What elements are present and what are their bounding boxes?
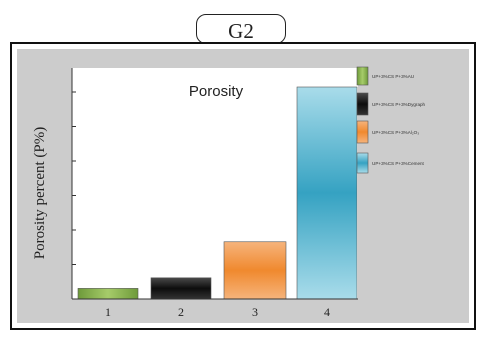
x-tick-labels: 1 2 3 4: [105, 305, 330, 319]
legend-swatch: [356, 152, 369, 174]
x-tick-label: 3: [252, 305, 258, 319]
x-tick-label: 2: [178, 305, 184, 319]
bar-2: [150, 277, 212, 300]
bar-3: [223, 241, 287, 300]
legend-label: UP+3%CS P+3%Dygraph: [372, 102, 426, 107]
legend: UP+3%CS P+3%AU UP+3%CS P+3%Dygraph UP+3%CS…: [356, 66, 426, 174]
legend-swatch: [356, 92, 369, 116]
y-axis-label: Porosity percent (P%): [32, 127, 48, 259]
legend-swatch: [356, 66, 369, 86]
x-tick-label: 1: [105, 305, 111, 319]
legend-swatch: [356, 120, 369, 144]
x-tick-label: 4: [324, 305, 330, 319]
legend-label: UP+3%CS P+3%AU: [372, 74, 414, 79]
bar-4: [296, 86, 358, 300]
group-label: G2: [228, 19, 254, 43]
legend-label: UP+3%CS P+3%Al₂O₃: [372, 130, 419, 135]
bar-1: [77, 288, 139, 300]
bars: [77, 86, 358, 300]
legend-label: UP+3%CS P+3%Cement: [372, 161, 425, 166]
plot-title: Porosity: [189, 83, 244, 100]
